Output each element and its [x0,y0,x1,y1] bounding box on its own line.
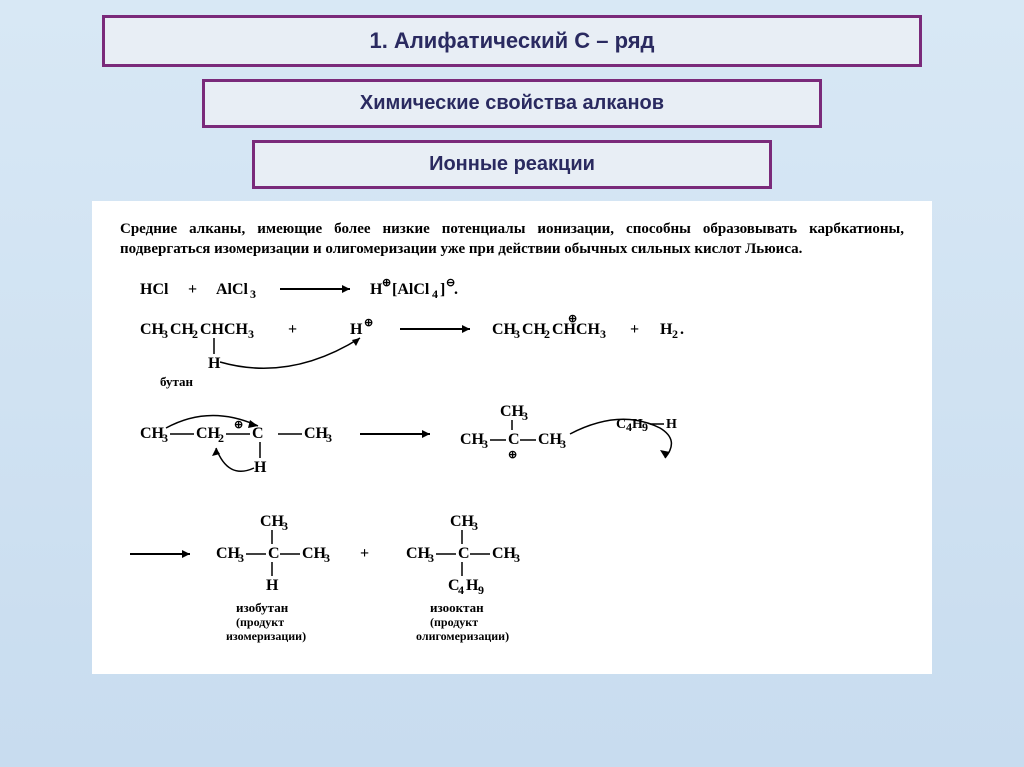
intro-text: Средние алканы, имеющие более низкие пот… [120,219,904,260]
svg-text:⊕: ⊕ [508,449,517,461]
svg-text:CH: CH [460,431,485,448]
svg-text:CH: CH [406,545,431,562]
isobutane-note2: изомеризации) [226,629,306,643]
svg-text:CH: CH [538,431,563,448]
svg-text:2: 2 [672,327,678,341]
title-text: 1. Алифатический С – ряд [369,28,654,53]
svg-text:3: 3 [282,519,288,533]
svg-text:H: H [350,321,363,338]
svg-text:C: C [458,545,470,562]
svg-text:C: C [268,545,280,562]
svg-text:3: 3 [514,551,520,565]
isobutane-note1: (продукт [236,615,284,629]
reaction-3: CH 3 CH 2 ⊕ C CH 3 H CH 3 CH 3 C CH 3 ⊕ [120,398,900,498]
reaction-2: CH 3 CH 2 CHCH 3 H + H ⊕ CH 3 CH 2 CHCH … [120,312,900,392]
title-box: 1. Алифатический С – ряд [102,15,922,67]
svg-text:C: C [508,431,520,448]
svg-text:3: 3 [238,551,244,565]
svg-text:+: + [360,545,369,562]
svg-text:H: H [254,459,267,476]
isooctane-note1: (продукт [430,615,478,629]
svg-text:3: 3 [248,327,254,341]
svg-text:⊕: ⊕ [568,313,577,325]
svg-text:3: 3 [162,327,168,341]
svg-text:+: + [630,321,639,338]
svg-text:⊕: ⊕ [382,277,391,289]
svg-text:CH: CH [492,545,517,562]
svg-text:4: 4 [432,287,438,301]
section-box: Ионные реакции [252,140,772,189]
svg-text:3: 3 [522,409,528,423]
svg-text:CH: CH [304,425,329,442]
svg-text:3: 3 [428,551,434,565]
svg-text:4: 4 [458,583,464,597]
svg-text:CH: CH [170,321,195,338]
svg-text:CHCH: CHCH [200,321,249,338]
svg-text:H: H [266,577,279,594]
svg-text:.: . [454,281,458,298]
svg-text:CH: CH [302,545,327,562]
svg-text:CH: CH [196,425,221,442]
svg-text:CH: CH [522,321,547,338]
svg-text:]: ] [440,281,445,298]
svg-text:3: 3 [600,327,606,341]
svg-text:2: 2 [192,327,198,341]
svg-text:3: 3 [326,431,332,445]
svg-text:3: 3 [514,327,520,341]
svg-text:H: H [666,417,677,432]
isobutane-label: изобутан [236,600,289,615]
svg-text:CH: CH [500,403,525,420]
svg-text:AlCl: AlCl [216,281,249,298]
svg-text:2: 2 [544,327,550,341]
svg-text:HCl: HCl [140,281,169,298]
svg-text:+: + [188,281,197,298]
svg-text:C: C [616,417,626,432]
reaction-4: CH 3 CH 3 C CH 3 H + CH 3 CH 3 C CH 3 C … [120,504,900,654]
svg-text:CH: CH [140,321,165,338]
svg-text:[AlCl: [AlCl [392,281,430,298]
svg-text:3: 3 [472,519,478,533]
svg-text:CH: CH [492,321,517,338]
reaction-1: HCl + AlCl 3 H ⊕ [AlCl 4 ] ⊖ . [120,274,640,306]
svg-text:⊕: ⊕ [234,419,243,431]
svg-text:CH: CH [216,545,241,562]
svg-text:2: 2 [218,431,224,445]
svg-text:C: C [252,425,264,442]
butane-label: бутан [160,374,194,389]
svg-text:H: H [208,355,221,372]
svg-text:9: 9 [642,420,648,434]
svg-text:3: 3 [482,437,488,451]
svg-text:+: + [288,321,297,338]
svg-text:CH: CH [260,513,285,530]
isooctane-note2: олигомеризации) [416,629,509,643]
subtitle-box: Химические свойства алканов [202,79,822,128]
svg-text:9: 9 [478,583,484,597]
svg-text:.: . [680,321,684,338]
content-panel: Средние алканы, имеющие более низкие пот… [92,201,932,674]
svg-text:3: 3 [560,437,566,451]
isooctane-label: изооктан [430,600,484,615]
svg-text:3: 3 [324,551,330,565]
section-text: Ионные реакции [429,153,595,175]
svg-text:⊕: ⊕ [364,317,373,329]
svg-text:3: 3 [250,287,256,301]
svg-text:CH: CH [450,513,475,530]
svg-text:CH: CH [140,425,165,442]
svg-text:3: 3 [162,431,168,445]
subtitle-text: Химические свойства алканов [360,92,664,114]
